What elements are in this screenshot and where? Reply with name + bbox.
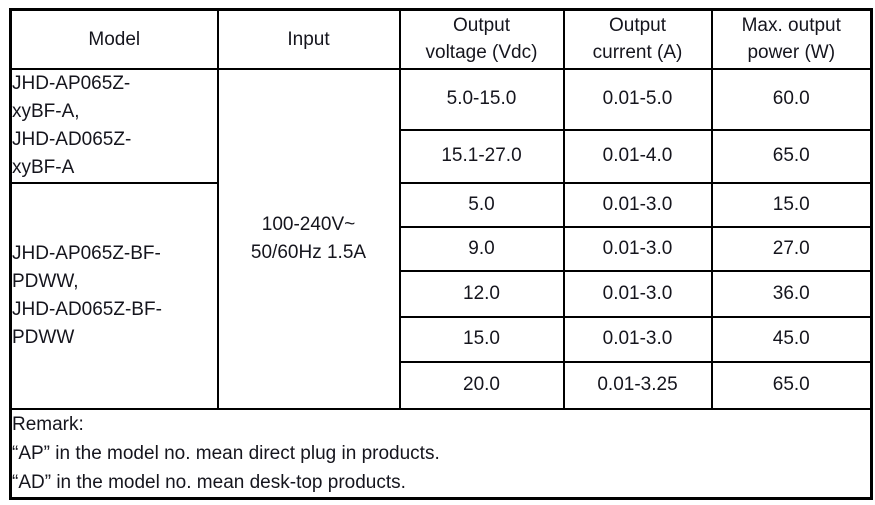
cell-output-voltage: 5.0-15.0 xyxy=(398,67,565,132)
table-row: JHD-AP065Z- xyBF-A, JHD-AD065Z- xyBF-A 1… xyxy=(9,67,873,410)
cell-output-voltage: 5.0 xyxy=(398,181,565,228)
cell-max-power: 60.0 xyxy=(710,67,873,132)
remark-line-ad: “AD” in the model no. mean desk-top prod… xyxy=(12,471,406,493)
col-header-output-current: Output current (A) xyxy=(562,8,713,70)
col-header-output-voltage: Output voltage (Vdc) xyxy=(398,8,565,70)
cell-output-current: 0.01-3.0 xyxy=(562,225,713,272)
remark-box: Remark: “AP” in the model no. mean direc… xyxy=(9,407,873,500)
col-header-max-output-power: Max. output power (W) xyxy=(710,8,873,70)
spec-table: Model Input Output voltage (Vdc) Output … xyxy=(9,8,873,500)
cell-output-voltage: 15.0 xyxy=(398,315,565,363)
table-row: 12.0 0.01-3.0 36.0 xyxy=(11,269,873,318)
cell-max-power: 45.0 xyxy=(710,315,873,363)
cell-max-power: 65.0 xyxy=(710,129,873,184)
cell-output-current: 0.01-3.25 xyxy=(562,360,713,410)
header-row: Model Input Output voltage (Vdc) Output … xyxy=(9,8,873,70)
cell-output-current: 0.01-3.0 xyxy=(562,269,713,318)
table-row: 15.0 0.01-3.0 45.0 xyxy=(11,315,873,363)
cell-max-power: 27.0 xyxy=(710,225,873,272)
col-header-model: Model xyxy=(9,8,219,70)
table-row: 9.0 0.01-3.0 27.0 xyxy=(11,225,873,272)
table-row: JHD-AP065Z-BF- PDWW, JHD-AD065Z-BF- PDWW… xyxy=(9,181,873,410)
cell-max-power: 65.0 xyxy=(710,360,873,410)
cell-output-current: 0.01-5.0 xyxy=(562,67,713,132)
cell-output-current: 0.01-3.0 xyxy=(562,315,713,363)
table-row: 15.1-27.0 0.01-4.0 65.0 xyxy=(11,129,873,184)
cell-max-power: 36.0 xyxy=(710,269,873,318)
input-spec: 100-240V~ 50/60Hz 1.5A xyxy=(216,67,401,410)
cell-output-voltage: 12.0 xyxy=(398,269,565,318)
cell-output-voltage: 9.0 xyxy=(398,225,565,272)
remark-line-ap: “AP” in the model no. mean direct plug i… xyxy=(12,442,440,464)
cell-output-current: 0.01-3.0 xyxy=(562,181,713,228)
cell-output-voltage: 15.1-27.0 xyxy=(398,129,565,184)
table-row: 20.0 0.01-3.25 65.0 xyxy=(11,360,873,410)
remark-title: Remark: xyxy=(12,413,84,435)
col-header-input: Input xyxy=(216,8,401,70)
model-group-2: JHD-AP065Z-BF- PDWW, JHD-AD065Z-BF- PDWW xyxy=(9,181,219,410)
cell-output-current: 0.01-4.0 xyxy=(562,129,713,184)
remark-row: Remark: “AP” in the model no. mean direc… xyxy=(9,407,873,500)
cell-max-power: 15.0 xyxy=(710,181,873,228)
cell-output-voltage: 20.0 xyxy=(398,360,565,410)
model-group-1: JHD-AP065Z- xyBF-A, JHD-AD065Z- xyBF-A xyxy=(9,67,219,184)
